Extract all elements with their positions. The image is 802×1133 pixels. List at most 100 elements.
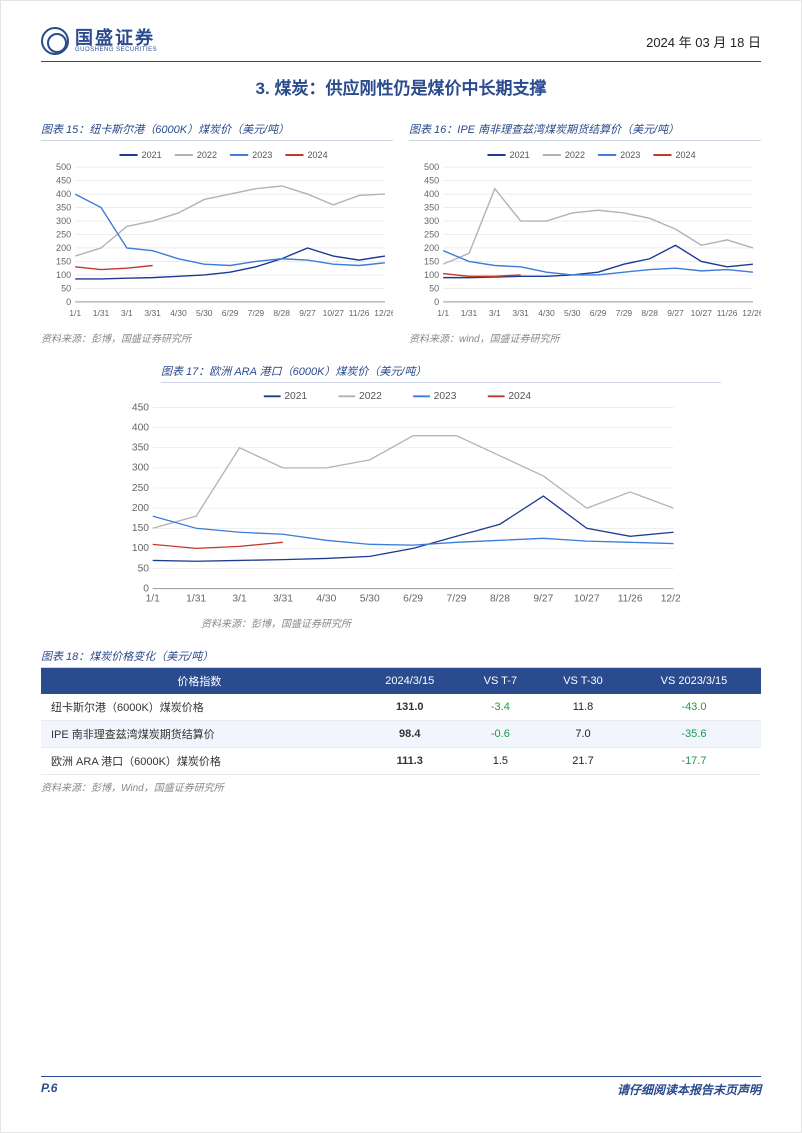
table-cell: 21.7 (539, 748, 627, 775)
svg-text:6/29: 6/29 (590, 308, 607, 318)
section-title: 3. 煤炭：供应刚性仍是煤价中长期支撑 (41, 74, 761, 99)
table-header-cell: VS T-7 (462, 668, 539, 694)
table-cell: -17.7 (627, 748, 761, 775)
svg-text:10/27: 10/27 (323, 308, 345, 318)
svg-text:0: 0 (434, 297, 439, 307)
svg-text:10/27: 10/27 (691, 308, 713, 318)
svg-text:2023: 2023 (434, 391, 457, 402)
svg-text:250: 250 (132, 483, 149, 494)
svg-text:2022: 2022 (565, 150, 585, 160)
svg-text:200: 200 (56, 243, 71, 253)
svg-text:8/28: 8/28 (490, 594, 510, 605)
svg-text:11/26: 11/26 (349, 308, 370, 318)
chart-16: 0501001502002503003504004505001/11/313/1… (409, 145, 761, 326)
svg-text:250: 250 (424, 230, 439, 240)
svg-text:5/30: 5/30 (196, 308, 213, 318)
svg-text:2024: 2024 (676, 150, 696, 160)
table-cell: -3.4 (462, 694, 539, 721)
svg-text:2023: 2023 (252, 150, 272, 160)
table-header-cell: VS 2023/3/15 (627, 668, 761, 694)
table-cell: 98.4 (358, 721, 462, 748)
table-18-title: 图表 18：煤炭价格变化（美元/吨） (41, 648, 761, 668)
svg-text:200: 200 (132, 503, 149, 514)
chart-16-title: 图表 16：IPE 南非理查兹湾煤炭期货结算价（美元/吨） (409, 121, 761, 141)
company-logo: 国盛证券 GUOSHENG SECURITIES (41, 27, 157, 55)
svg-text:12/26: 12/26 (374, 308, 393, 318)
svg-text:100: 100 (56, 270, 71, 280)
svg-text:150: 150 (132, 523, 149, 534)
chart-15-title: 图表 15：纽卡斯尔港（6000K）煤炭价（美元/吨） (41, 121, 393, 141)
table-header-cell: VS T-30 (539, 668, 627, 694)
svg-text:1/1: 1/1 (146, 594, 161, 605)
chart-17-source: 资料来源：彭博，国盛证券研究所 (201, 615, 761, 630)
table-cell: -43.0 (627, 694, 761, 721)
svg-text:1/1: 1/1 (69, 308, 81, 318)
chart-16-container: 图表 16：IPE 南非理查兹湾煤炭期货结算价（美元/吨） 0501001502… (409, 121, 761, 345)
svg-text:4/30: 4/30 (170, 308, 187, 318)
company-name-en: GUOSHENG SECURITIES (75, 47, 157, 53)
svg-text:50: 50 (61, 283, 71, 293)
svg-text:0: 0 (66, 297, 71, 307)
svg-text:2023: 2023 (620, 150, 640, 160)
svg-text:11/26: 11/26 (717, 308, 738, 318)
svg-text:9/27: 9/27 (533, 594, 553, 605)
svg-text:300: 300 (132, 463, 149, 474)
report-date: 2024 年 03 月 18 日 (646, 32, 761, 51)
svg-text:3/31: 3/31 (144, 308, 161, 318)
table-header-cell: 价格指数 (41, 668, 358, 694)
svg-text:150: 150 (56, 256, 71, 266)
table-row: 纽卡斯尔港（6000K）煤炭价格131.0-3.411.8-43.0 (41, 694, 761, 721)
svg-text:150: 150 (424, 256, 439, 266)
svg-text:9/27: 9/27 (299, 308, 316, 318)
svg-text:250: 250 (56, 230, 71, 240)
svg-text:2021: 2021 (284, 391, 307, 402)
svg-text:2022: 2022 (359, 391, 382, 402)
page-header: 国盛证券 GUOSHENG SECURITIES 2024 年 03 月 18 … (41, 27, 761, 62)
table-cell: 7.0 (539, 721, 627, 748)
table-cell: -0.6 (462, 721, 539, 748)
chart-15-source: 资料来源：彭博，国盛证券研究所 (41, 330, 393, 345)
svg-text:450: 450 (132, 402, 149, 413)
svg-text:10/27: 10/27 (574, 594, 600, 605)
svg-text:1/31: 1/31 (461, 308, 478, 318)
svg-text:100: 100 (424, 270, 439, 280)
svg-text:7/29: 7/29 (447, 594, 467, 605)
svg-text:300: 300 (56, 216, 71, 226)
svg-text:350: 350 (56, 203, 71, 213)
svg-text:8/28: 8/28 (641, 308, 658, 318)
svg-text:2022: 2022 (197, 150, 217, 160)
chart-17-title: 图表 17：欧洲 ARA 港口（6000K）煤炭价（美元/吨） (161, 363, 721, 383)
svg-text:3/31: 3/31 (512, 308, 529, 318)
svg-text:7/29: 7/29 (616, 308, 633, 318)
chart-15-container: 图表 15：纽卡斯尔港（6000K）煤炭价（美元/吨） 0 50 100 150 200… (41, 121, 393, 345)
svg-text:7/29: 7/29 (248, 308, 265, 318)
svg-text:2021: 2021 (142, 150, 162, 160)
svg-text:1/31: 1/31 (186, 594, 206, 605)
table-cell: 11.8 (539, 694, 627, 721)
svg-text:3/1: 3/1 (232, 594, 247, 605)
svg-text:400: 400 (56, 189, 71, 199)
chart-16-source: 资料来源：wind，国盛证券研究所 (409, 330, 761, 345)
svg-text:100: 100 (132, 543, 149, 554)
svg-text:300: 300 (424, 216, 439, 226)
svg-text:1/31: 1/31 (93, 308, 110, 318)
svg-text:5/30: 5/30 (564, 308, 581, 318)
table-row: 欧洲 ARA 港口（6000K）煤炭价格111.31.521.7-17.7 (41, 748, 761, 775)
svg-text:8/28: 8/28 (273, 308, 290, 318)
svg-text:4/30: 4/30 (316, 594, 336, 605)
svg-text:3/1: 3/1 (489, 308, 501, 318)
svg-text:3/31: 3/31 (273, 594, 293, 605)
table-cell: 1.5 (462, 748, 539, 775)
svg-text:2021: 2021 (510, 150, 530, 160)
table-cell: 131.0 (358, 694, 462, 721)
footer-note: 请仔细阅读本报告末页声明 (617, 1081, 761, 1098)
svg-text:2024: 2024 (308, 150, 328, 160)
chart-17: 0501001502002503003504004501/11/313/13/3… (121, 387, 681, 611)
company-name-cn: 国盛证券 (75, 29, 157, 47)
svg-text:450: 450 (424, 176, 439, 186)
table-cell: 111.3 (358, 748, 462, 775)
chart-15: 0501001502002503003504004505001/11/313/1… (41, 145, 393, 326)
svg-text:500: 500 (424, 162, 439, 172)
svg-text:50: 50 (138, 563, 150, 574)
svg-text:400: 400 (132, 422, 149, 433)
